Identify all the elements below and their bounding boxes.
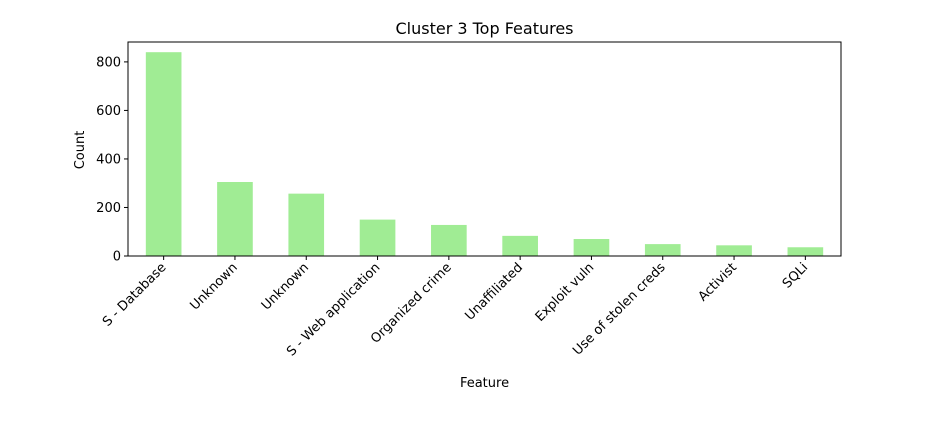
bars-group xyxy=(145,52,824,256)
y-tick-label: 600 xyxy=(96,104,121,119)
bar xyxy=(573,239,610,256)
bar xyxy=(145,52,182,256)
x-tick-label: S - Database xyxy=(100,260,169,329)
plot-frame xyxy=(127,41,842,257)
x-tick-label: Activist xyxy=(696,260,740,304)
x-tick-label: Unknown xyxy=(187,260,240,313)
y-tick-label: 800 xyxy=(96,55,121,70)
x-tick-label: Organized crime xyxy=(368,260,455,347)
bar xyxy=(644,244,681,256)
x-tick-label: Exploit vuln xyxy=(533,260,598,325)
bar xyxy=(787,247,824,256)
x-tick-label: Unaffiliated xyxy=(462,260,526,324)
bar xyxy=(502,235,538,256)
bar xyxy=(716,245,752,256)
bar xyxy=(431,224,467,256)
bar xyxy=(288,193,325,256)
y-tick-label: 200 xyxy=(96,201,121,216)
y-axis-label: Count xyxy=(73,131,88,170)
y-tick-label: 0 xyxy=(113,250,121,265)
bar xyxy=(359,219,396,256)
x-tick-label: Unknown xyxy=(259,260,312,313)
bar xyxy=(217,181,253,256)
y-axis: 0 200 400 600 800 xyxy=(96,55,128,265)
x-tick-label: SQLi xyxy=(780,260,811,291)
y-tick-label: 400 xyxy=(96,152,121,167)
x-axis-label: Feature xyxy=(460,376,509,391)
chart-title: Cluster 3 Top Features xyxy=(395,19,573,38)
